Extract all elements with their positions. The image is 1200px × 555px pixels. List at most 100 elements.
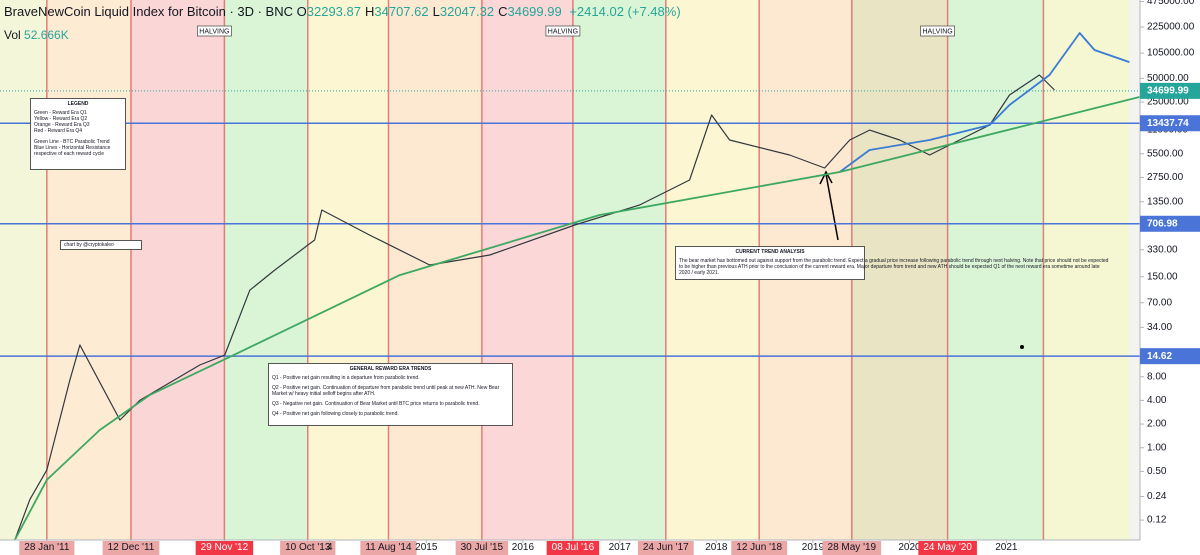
legend-line: Orange - Reward Era Q3 <box>34 122 90 128</box>
legend-line: Green Line - BTC Parabolic Trend <box>34 139 110 145</box>
last-price-marker <box>1140 82 1200 99</box>
y-tick-label: 225000.00 <box>1147 22 1195 33</box>
y-tick-label: 50000.00 <box>1147 73 1189 84</box>
x-tick-box <box>19 541 75 555</box>
x-tick-box <box>102 541 160 555</box>
trend-line: Q3 - Negative net gain. Continuation of … <box>272 401 480 407</box>
x-tick-label: 4 <box>327 542 333 553</box>
y-tick-label: 2750.00 <box>1147 172 1184 183</box>
y-tick-label: 70.00 <box>1147 297 1172 308</box>
x-tick-label: 2015 <box>415 542 438 553</box>
halving-box <box>545 25 581 37</box>
x-tick-label: 12 Dec '11 <box>108 542 155 553</box>
resistance-value: 13437.74 <box>1147 118 1189 129</box>
trend-line: Q4 - Positive net gain following closely… <box>272 411 399 417</box>
x-tick-label: 24 May '20 <box>923 542 972 553</box>
y-tick-label: 0.12 <box>1147 515 1167 526</box>
x-tick-box <box>455 541 509 555</box>
title: BraveNewCoin Liquid Index for Bitcoin · … <box>4 4 294 19</box>
y-tick-label: 330.00 <box>1147 244 1178 255</box>
y-tick-label: 475000.00 <box>1147 0 1195 7</box>
y-tick-label: 1350.00 <box>1147 196 1184 207</box>
general-box: GENERAL REWARD ERA TRENDS Q1 - Positive … <box>268 363 513 426</box>
symbol-header: BraveNewCoin Liquid Index for Bitcoin · … <box>4 4 681 19</box>
ohlc-value: 34699.99 <box>507 4 562 19</box>
halving-label: HALVING <box>923 28 953 35</box>
trend-title: CURRENT TREND ANALYSIS <box>735 249 805 255</box>
y-tick-label: 1.00 <box>1147 442 1167 453</box>
ohlc-key: C <box>498 4 508 19</box>
y-tick-label: 8.00 <box>1147 371 1167 382</box>
x-tick-box <box>195 541 254 555</box>
x-tick-label: 10 Oct '13 <box>285 542 331 553</box>
resistance-marker <box>1140 348 1200 365</box>
ohlc: O32293.87 H34707.62 L32047.32 C34699.99 <box>297 4 566 19</box>
ohlc-value: 32293.87 <box>306 4 361 19</box>
resistance-value: 706.98 <box>1147 218 1178 229</box>
halving-box <box>920 25 955 37</box>
x-tick-box <box>918 541 977 555</box>
legend-line: Yellow - Reward Era Q2 <box>34 116 88 122</box>
y-tick-label: 150.00 <box>1147 271 1178 282</box>
era-region <box>947 0 1044 540</box>
y-tick-label: 25000.00 <box>1147 97 1189 108</box>
x-tick-label: 28 Jan '11 <box>24 542 70 553</box>
x-tick-label: 2016 <box>512 542 535 553</box>
era-region <box>572 0 666 540</box>
trend-text: The bear market has bottomed out against… <box>679 258 1109 276</box>
x-tick-label: 2017 <box>609 542 632 553</box>
ohlc-value: 32047.32 <box>439 4 495 19</box>
halving-label: HALVING <box>548 28 578 35</box>
x-tick-label: 28 May '19 <box>828 542 877 553</box>
x-tick-box <box>360 541 417 555</box>
price-line <box>839 32 1130 173</box>
legend-title: LEGEND <box>67 101 89 107</box>
y-tick-label: 105000.00 <box>1147 48 1195 59</box>
dot <box>1020 345 1024 349</box>
ohlc-value: 34707.62 <box>374 4 429 19</box>
x-tick-label: 30 Jul '15 <box>461 542 504 553</box>
era-region <box>307 0 389 540</box>
halving-box <box>197 25 232 37</box>
x-tick-box <box>280 541 336 555</box>
arrow-head <box>819 170 833 185</box>
y-tick-label: 0.50 <box>1147 466 1167 477</box>
x-tick-label: 29 Nov '12 <box>201 542 249 553</box>
era-region <box>481 0 573 540</box>
x-tick-label: 2019 <box>802 542 825 553</box>
y-tick-label: 4.00 <box>1147 395 1167 406</box>
ohlc-key: O <box>296 4 307 19</box>
era-region <box>388 0 482 540</box>
volume-header: Vol 52.666K <box>4 28 69 42</box>
x-tick-label: 2020 <box>898 542 921 553</box>
x-tick-label: 08 Jul '16 <box>552 542 595 553</box>
price-line <box>14 96 1140 541</box>
x-tick-label: 11 Aug '14 <box>365 542 412 553</box>
x-tick-box <box>731 541 788 555</box>
legend-line: respective of each reward cycle <box>34 151 105 157</box>
resistance-value: 14.62 <box>1147 351 1172 362</box>
x-tick-box <box>822 541 882 555</box>
x-tick-label: 12 Jun '18 <box>736 542 782 553</box>
credit: chart by @cryptokaleo <box>60 240 142 250</box>
ohlc-key: H <box>365 4 375 19</box>
volume-value: 52.666K <box>24 28 69 42</box>
legend-line: Green - Reward Era Q1 <box>34 110 87 116</box>
general-lines: Q1 - Positive net gain resulting in a de… <box>272 375 509 417</box>
last-price-value: 34699.99 <box>1147 86 1189 97</box>
general-title: GENERAL REWARD ERA TRENDS <box>349 366 432 372</box>
resistance-marker <box>1140 215 1200 232</box>
price-line <box>14 74 1055 541</box>
legend-lines: Green - Reward Era Q1 Yellow - Reward Era… <box>34 110 122 157</box>
era-region <box>851 0 948 540</box>
x-tick-label: 2021 <box>995 542 1018 553</box>
legend-box: LEGEND Green - Reward Era Q1 Yellow - Rew… <box>30 98 126 170</box>
volume-label: Vol <box>4 28 21 42</box>
y-tick-label: 0.24 <box>1147 491 1167 502</box>
y-tick-label: 34.00 <box>1147 322 1172 333</box>
arrow <box>825 173 839 241</box>
y-tick-label: 5500.00 <box>1147 148 1184 159</box>
trend-line: Q1 - Positive net gain resulting in a de… <box>272 375 420 381</box>
